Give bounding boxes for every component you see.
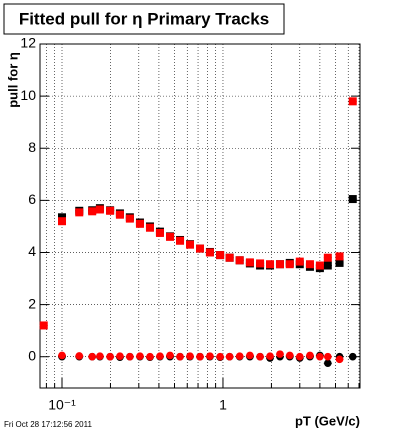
marker [206,352,214,361]
marker [116,352,124,361]
marker [176,352,184,361]
marker [335,258,344,267]
marker [58,351,66,360]
marker [106,352,114,361]
marker [348,195,357,204]
marker [335,252,344,261]
y-tick-label: 10 [20,87,36,103]
y-tick-label: 6 [28,191,36,207]
x-tick-label: 1 [219,397,227,413]
marker [256,352,264,361]
marker [266,260,275,269]
marker [305,260,314,269]
marker [196,244,205,253]
marker [135,219,144,228]
y-tick-label: 8 [28,139,36,155]
marker [245,258,254,267]
marker [295,257,304,266]
footer: Fri Oct 28 17:12:56 2011 [4,420,92,429]
marker [88,352,96,361]
marker [323,261,332,270]
marker [205,248,214,257]
marker [324,352,332,361]
marker [348,352,357,361]
marker [235,256,244,265]
marker [276,350,284,358]
marker [216,251,225,260]
marker [216,352,224,361]
marker [176,236,185,245]
x-tick-label: 10⁻¹ [48,397,76,413]
y-tick-label: 2 [28,295,36,311]
marker [335,355,344,364]
marker [246,351,254,360]
marker [295,352,304,361]
marker [275,260,284,269]
marker [196,352,204,361]
marker [156,352,164,361]
marker [58,217,67,226]
marker [225,352,234,361]
marker [285,260,294,269]
marker [256,259,265,268]
marker [306,351,314,360]
marker [136,352,144,361]
marker [315,261,324,270]
marker [166,232,175,241]
marker [115,210,124,219]
title-box [3,3,285,35]
marker [155,228,164,237]
marker [146,352,154,361]
marker [266,352,274,361]
y-axis-label: pull for η [5,52,20,108]
chart-title: Fitted pull for η Primary Tracks [19,9,269,28]
marker [39,321,48,330]
marker [166,351,174,360]
marker [225,253,234,262]
x-axis-label: pT (GeV/c) [295,413,360,428]
marker [75,208,84,217]
marker [96,352,104,361]
marker [186,240,195,249]
marker [106,206,115,215]
y-tick-label: 4 [28,243,36,259]
marker [88,207,97,216]
marker [125,214,134,223]
marker [316,352,324,361]
y-tick-label: 12 [20,35,36,51]
marker [235,352,244,361]
marker [348,97,357,106]
y-tick-label: 0 [28,347,36,363]
marker [285,351,294,360]
marker [323,253,332,262]
marker [324,359,332,368]
marker [75,352,84,360]
marker [186,352,194,361]
marker [126,352,134,361]
marker [145,223,154,232]
marker [95,205,104,214]
